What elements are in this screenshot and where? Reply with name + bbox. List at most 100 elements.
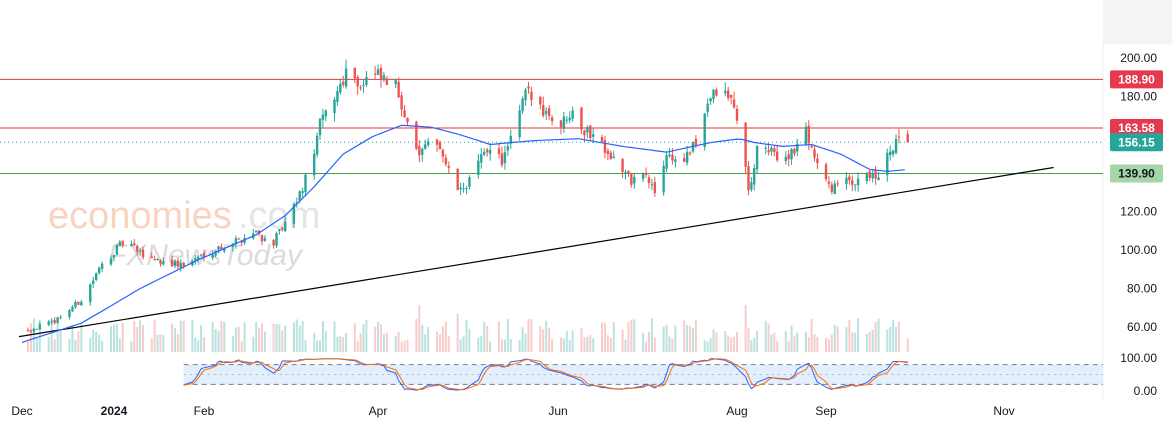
volume-bar <box>530 318 533 352</box>
volume-bar <box>500 339 503 352</box>
volume-bar <box>764 320 767 352</box>
volume-bar <box>182 320 185 352</box>
volume-bar <box>321 320 324 352</box>
time-label-Aug: Aug <box>726 404 747 418</box>
volume-bar <box>480 336 483 352</box>
candle-body <box>196 256 200 260</box>
candle-body <box>153 259 156 261</box>
volume-bar <box>316 340 319 352</box>
watermark: economies .com FXNewsToday <box>48 195 320 272</box>
candle-body <box>359 87 362 89</box>
volume-bar <box>486 325 489 352</box>
candle-body <box>109 258 113 264</box>
volume-bar <box>674 325 677 352</box>
candle-body <box>810 146 813 148</box>
volume-bar <box>243 322 246 352</box>
volume-bar <box>223 321 226 352</box>
candle-body <box>202 252 206 258</box>
price-tick-label: 180.00 <box>1120 89 1157 103</box>
volume-bar <box>130 341 133 352</box>
volume-bar <box>284 325 287 352</box>
candle-body <box>292 204 296 224</box>
volume-bar <box>29 323 32 352</box>
candle-body <box>217 246 220 250</box>
volume-bar <box>580 328 583 352</box>
volume-bar <box>35 337 38 352</box>
volume-bar <box>424 333 427 352</box>
candle-body <box>199 254 203 256</box>
volume-bar <box>857 318 860 352</box>
candle-body <box>272 240 275 246</box>
volume-bar <box>624 339 627 352</box>
volume-bar <box>756 330 759 352</box>
candle-body <box>376 69 380 75</box>
candle-body <box>400 95 403 110</box>
candle-body <box>509 136 512 144</box>
candle-body <box>260 235 264 242</box>
volume-bar <box>336 336 339 352</box>
candle-body <box>112 255 116 258</box>
time-axis[interactable]: Dec 2024 Feb Apr Jun Aug Sep Nov <box>11 404 1014 418</box>
candle-body <box>403 110 406 118</box>
candle-body <box>211 254 214 258</box>
candle-body <box>71 306 74 312</box>
volume-bar <box>465 319 468 352</box>
candle-body <box>68 310 71 318</box>
volume-bar <box>133 320 136 352</box>
candle-body <box>856 178 860 186</box>
candle-body <box>775 151 779 161</box>
volume-bar <box>295 319 298 352</box>
candle-body <box>397 81 400 98</box>
candle-body <box>755 145 759 170</box>
moving-average-line <box>21 124 905 343</box>
candle-body <box>53 319 56 324</box>
volume-bar <box>427 327 430 352</box>
volume-bar <box>53 339 56 352</box>
candle-body <box>255 230 258 233</box>
candle-body <box>438 142 442 149</box>
volume-bar <box>444 321 447 352</box>
candle-body <box>336 91 339 102</box>
volume-bar <box>258 327 261 352</box>
volume-bar <box>603 322 606 352</box>
volume-bar <box>356 340 359 352</box>
candle-body <box>385 78 389 85</box>
time-label-2024: 2024 <box>101 404 128 418</box>
candle-body <box>653 182 657 193</box>
volume-bar <box>217 330 220 352</box>
candle-body <box>415 121 418 149</box>
volume-bar <box>118 338 121 352</box>
candle-body <box>827 181 831 184</box>
candle-body <box>56 317 59 324</box>
volume-bar <box>80 324 83 352</box>
volume-bar <box>362 324 365 352</box>
volume-bar <box>342 337 345 352</box>
volume-bar <box>374 326 377 352</box>
volume-bar <box>477 337 480 352</box>
badge-139.90-bg <box>1110 164 1163 183</box>
candle-body <box>897 136 901 138</box>
volume-bar <box>589 335 592 352</box>
candle-body <box>671 154 674 161</box>
volume-bar <box>324 331 327 352</box>
candle-body <box>356 76 359 87</box>
volume-bar <box>813 334 816 352</box>
volume-bar <box>545 320 548 352</box>
volume-bar <box>113 324 115 352</box>
price-tick-label: 100.00 <box>1120 243 1157 257</box>
volume-bar <box>483 321 486 352</box>
volume-bar <box>816 336 819 352</box>
candle-body <box>621 159 624 172</box>
volume-bar <box>438 334 441 352</box>
candle-body <box>214 250 217 256</box>
volume-bar <box>542 329 545 352</box>
candle-body <box>321 114 325 120</box>
volume-bar <box>459 339 462 352</box>
volume-bar <box>845 326 848 352</box>
candle-body <box>459 187 462 190</box>
volume-bar <box>503 339 506 352</box>
volume-bar <box>694 320 697 352</box>
volume-bar <box>509 339 512 352</box>
candle-body <box>339 83 342 93</box>
